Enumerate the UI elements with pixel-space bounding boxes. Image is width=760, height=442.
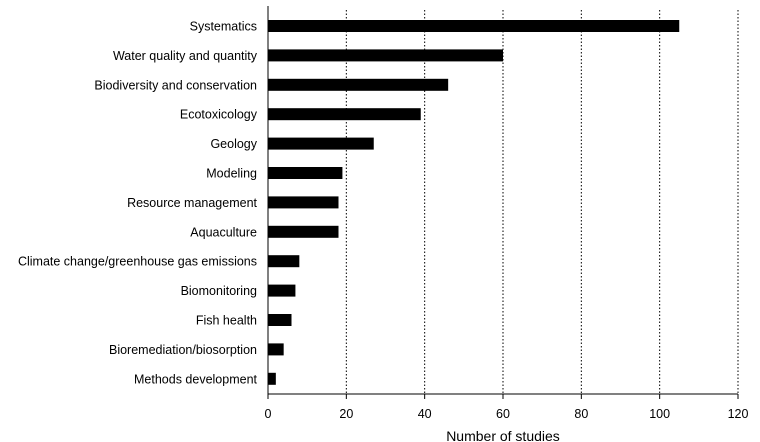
x-tick-label: 80 — [574, 407, 588, 421]
category-label: Fish health — [196, 314, 257, 328]
x-tick-label: 120 — [728, 407, 749, 421]
x-tick-label: 20 — [339, 407, 353, 421]
bar — [268, 196, 339, 209]
bar — [268, 284, 296, 297]
bar — [268, 372, 276, 385]
bars — [268, 20, 680, 385]
category-label: Ecotoxicology — [180, 108, 258, 122]
x-tick-label: 0 — [265, 407, 272, 421]
bar — [268, 314, 292, 326]
bar — [268, 225, 339, 238]
bar — [268, 137, 374, 150]
bar — [268, 343, 284, 356]
bar — [268, 255, 300, 268]
x-axis-title: Number of studies — [446, 428, 560, 442]
category-label: Systematics — [190, 20, 257, 34]
category-label: Water quality and quantity — [113, 49, 258, 63]
x-tick-label: 40 — [418, 407, 432, 421]
category-label: Methods development — [134, 372, 258, 386]
category-label: Geology — [210, 137, 257, 151]
bar — [268, 108, 421, 121]
category-label: Biomonitoring — [181, 284, 257, 298]
category-label: Resource management — [127, 196, 257, 210]
category-labels: Systematics Water quality and quantity Bio… — [18, 20, 258, 387]
bar — [268, 167, 343, 179]
gridlines — [345, 10, 739, 394]
category-label: Bioremediation/biosorption — [109, 343, 257, 357]
x-tick-label: 100 — [649, 407, 670, 421]
category-label: Aquaculture — [190, 225, 257, 239]
bar — [268, 20, 680, 32]
x-tick-label: 60 — [496, 407, 510, 421]
category-label: Climate change/greenhouse gas emissions — [18, 255, 257, 269]
x-axis: 0 20 40 60 80 100 120 — [265, 6, 749, 421]
category-label: Biodiversity and conservation — [94, 78, 257, 92]
bar — [268, 49, 503, 62]
category-label: Modeling — [206, 167, 257, 181]
bar — [268, 78, 449, 91]
